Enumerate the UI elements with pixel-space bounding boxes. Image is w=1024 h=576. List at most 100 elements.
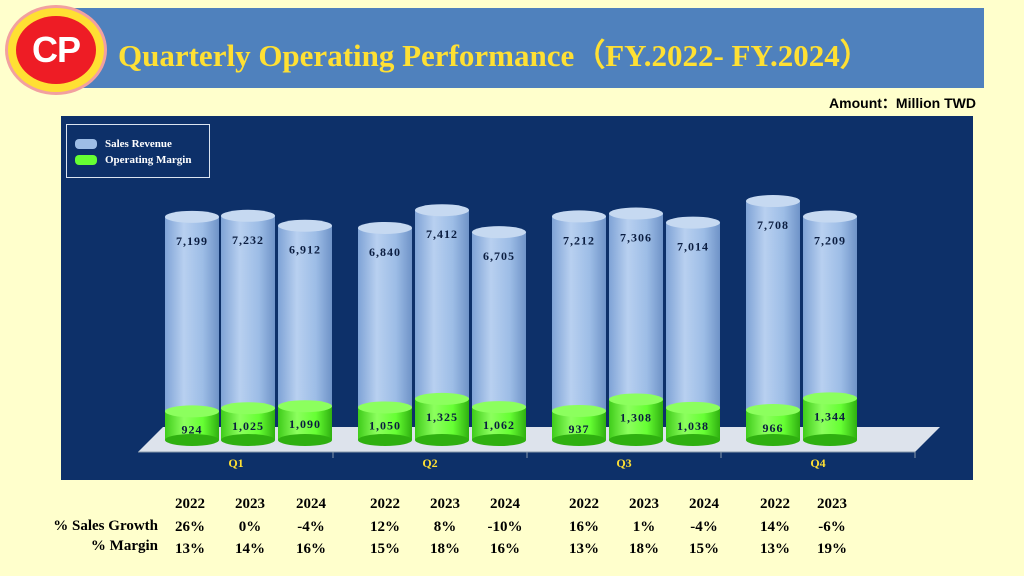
margin-label-q3-2023: 1,308 xyxy=(620,410,652,424)
revenue-bar-q1-2022 xyxy=(165,216,219,440)
header-bar xyxy=(70,8,984,88)
revenue-label-q1-2024: 6,912 xyxy=(289,243,321,257)
margin-label-q1-2024: 1,090 xyxy=(289,417,321,431)
legend-swatch-revenue xyxy=(75,139,97,149)
stats-margin-q1-0: 13% xyxy=(175,541,205,557)
revenue-bar-top-q3-2023 xyxy=(609,207,663,220)
unit-label: Amount：Million TWD xyxy=(829,95,976,111)
stats-margin-q3-0: 13% xyxy=(569,541,599,557)
margin-label-q2-2023: 1,325 xyxy=(426,410,458,424)
margin-bar-q4-2023 xyxy=(803,398,857,440)
logo-text: CP xyxy=(31,29,81,70)
revenue-bar-top-q4-2022 xyxy=(746,195,800,208)
stats-growth-q3-1: 1% xyxy=(632,519,656,535)
margin-bar-top-q2-2024 xyxy=(472,401,526,414)
stats-margin-q1-2: 16% xyxy=(296,541,326,557)
margin-bar-top-q3-2024 xyxy=(666,401,720,414)
stats-years-q2-0: 2022 xyxy=(370,496,400,512)
x-tick-label-q2: Q2 xyxy=(422,456,437,470)
revenue-bar-top-q2-2023 xyxy=(415,204,469,217)
x-tick-label-q1: Q1 xyxy=(228,456,243,470)
revenue-label-q2-2023: 7,412 xyxy=(426,227,458,241)
legend-item-revenue: Sales Revenue xyxy=(75,137,172,151)
margin-bar-top-q4-2022 xyxy=(746,404,800,417)
revenue-label-q4-2023: 7,209 xyxy=(814,234,846,248)
margin-bar-q2-2023 xyxy=(415,398,469,440)
stats-years-q3-1: 2023 xyxy=(629,496,659,512)
margin-bar-base-q1-2024 xyxy=(278,434,332,446)
margin-bar-base-q2-2024 xyxy=(472,434,526,446)
revenue-bar-top-q2-2024 xyxy=(472,226,526,239)
revenue-label-q2-2022: 6,840 xyxy=(369,245,401,259)
margin-label-q4-2023: 1,344 xyxy=(814,409,846,423)
stats-growth-q2-2: -10% xyxy=(487,519,523,535)
margin-bar-base-q4-2022 xyxy=(746,434,800,446)
stats-growth-q2-0: 12% xyxy=(370,519,400,535)
stats-margin-q4-0: 13% xyxy=(760,541,790,557)
revenue-label-q4-2022: 7,708 xyxy=(757,218,789,232)
revenue-label-q3-2022: 7,212 xyxy=(563,233,595,247)
margin-bar-base-q1-2022 xyxy=(165,434,219,446)
margin-label-q1-2023: 1,025 xyxy=(232,419,264,433)
margin-bar-top-q3-2023 xyxy=(609,393,663,406)
stats-margin-q1-1: 14% xyxy=(235,541,265,557)
stats-years-q1-0: 2022 xyxy=(175,496,205,512)
margin-label-q1-2022: 924 xyxy=(182,422,203,436)
revenue-bar-top-q1-2022 xyxy=(165,210,219,223)
margin-bar-top-q2-2023 xyxy=(415,392,469,405)
x-tick-label-q4: Q4 xyxy=(810,456,825,470)
legend-swatch-margin xyxy=(75,155,97,165)
stats-years-q4-1: 2023 xyxy=(817,496,847,512)
revenue-bar-top-q4-2023 xyxy=(803,210,857,223)
stats-years-q3-0: 2022 xyxy=(569,496,599,512)
stats-margin-q4-1: 19% xyxy=(817,541,847,557)
stats-growth-q3-2: -4% xyxy=(690,519,718,535)
revenue-bar-top-q1-2023 xyxy=(221,209,275,222)
legend-label-margin: Operating Margin xyxy=(105,154,192,166)
stats-years-q3-2: 2024 xyxy=(689,496,719,512)
margin-label-q2-2022: 1,050 xyxy=(369,418,401,432)
cp-logo: CP xyxy=(5,5,107,95)
margin-bar-top-q1-2022 xyxy=(165,405,219,418)
revenue-label-q1-2023: 7,232 xyxy=(232,233,264,247)
revenue-label-q1-2022: 7,199 xyxy=(176,234,208,248)
revenue-label-q3-2024: 7,014 xyxy=(677,240,709,254)
page-title: Quarterly Operating Performance（FY.2022-… xyxy=(118,38,871,73)
stats-growth-q4-1: -6% xyxy=(818,519,846,535)
stats-growth-q1-0: 26% xyxy=(175,519,205,535)
stats-years-q2-2: 2024 xyxy=(490,496,520,512)
stats-years-q1-2: 2024 xyxy=(296,496,326,512)
margin-bar-top-q2-2022 xyxy=(358,401,412,414)
stats-growth-q2-1: 8% xyxy=(433,519,457,535)
stats-growth-q4-0: 14% xyxy=(760,519,790,535)
margin-bar-base-q3-2024 xyxy=(666,434,720,446)
revenue-label-q3-2023: 7,306 xyxy=(620,231,652,245)
stats-margin-q2-0: 15% xyxy=(370,541,400,557)
revenue-bar-top-q3-2024 xyxy=(666,216,720,229)
row-label-margin: % Margin xyxy=(90,538,158,554)
margin-bar-base-q4-2023 xyxy=(803,434,857,446)
margin-label-q4-2022: 966 xyxy=(763,421,784,435)
stats-years-q2-1: 2023 xyxy=(430,496,460,512)
stats-growth-q1-1: 0% xyxy=(238,519,262,535)
stats-margin-q3-2: 15% xyxy=(689,541,719,557)
margin-bar-base-q3-2023 xyxy=(609,434,663,446)
margin-bar-base-q2-2022 xyxy=(358,434,412,446)
margin-label-q3-2022: 937 xyxy=(569,422,590,436)
legend-item-margin: Operating Margin xyxy=(75,153,191,167)
logo-badge: CP xyxy=(16,16,96,84)
margin-bar-q3-2023 xyxy=(609,399,663,440)
stats-years-q1-1: 2023 xyxy=(235,496,265,512)
stats-margin-q3-1: 18% xyxy=(629,541,659,557)
chart-legend: Sales Revenue Operating Margin xyxy=(66,124,210,178)
x-tick-label-q3: Q3 xyxy=(616,456,631,470)
legend-label-revenue: Sales Revenue xyxy=(105,138,172,150)
row-label-sales-growth: % Sales Growth xyxy=(53,518,158,534)
revenue-label-q2-2024: 6,705 xyxy=(483,249,515,263)
revenue-bar-top-q2-2022 xyxy=(358,221,412,234)
stats-margin-q2-1: 18% xyxy=(430,541,460,557)
chart-floor xyxy=(138,427,940,452)
margin-bar-top-q3-2022 xyxy=(552,404,606,417)
margin-label-q3-2024: 1,038 xyxy=(677,419,709,433)
